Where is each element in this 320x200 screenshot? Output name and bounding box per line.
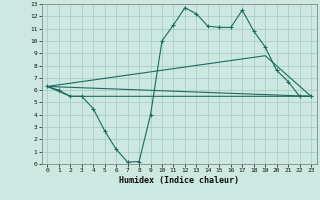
X-axis label: Humidex (Indice chaleur): Humidex (Indice chaleur) (119, 176, 239, 185)
